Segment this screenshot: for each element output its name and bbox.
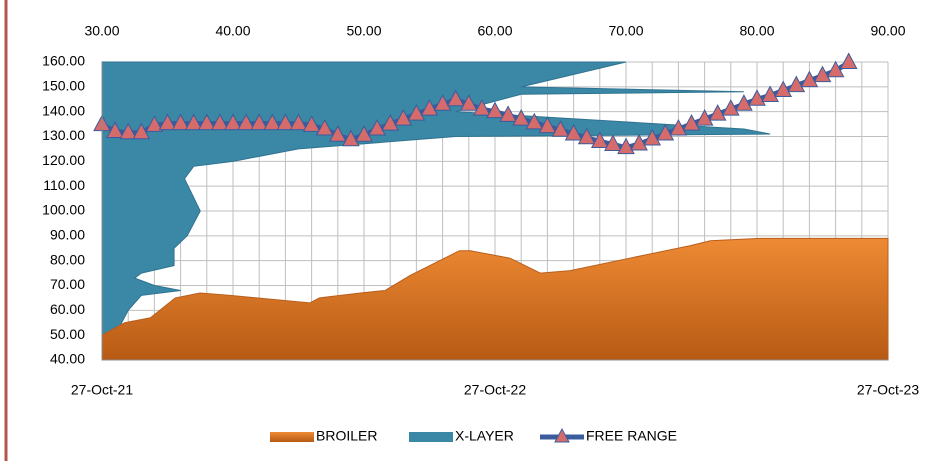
marker (289, 113, 308, 131)
x-tick-label: 50.00 (346, 23, 381, 39)
x-tick-label: 40.00 (215, 23, 250, 39)
marker (302, 115, 321, 132)
marker (224, 113, 242, 131)
y-tick-label: 120.00 (42, 152, 85, 168)
marker (276, 113, 295, 131)
marker (617, 137, 635, 155)
marker (368, 118, 386, 136)
axes: 40.00 50.00 60.00 70.00 80.00 90.00 100.00 110.… (42, 23, 919, 398)
y-tick-label: 160.00 (42, 53, 85, 69)
marker (839, 52, 858, 69)
marker (630, 133, 648, 151)
marker (735, 94, 753, 111)
marker (669, 118, 688, 136)
y-tick-label: 150.00 (42, 78, 85, 94)
legend-label: X-LAYER (455, 428, 514, 444)
marker (512, 109, 531, 126)
marker (499, 105, 517, 122)
x-tick-label: 90.00 (870, 23, 905, 39)
y-tick-label: 60.00 (50, 301, 85, 317)
marker (315, 118, 334, 136)
marker (643, 128, 662, 146)
x-tick-label: 60.00 (477, 23, 512, 39)
marker (263, 113, 282, 131)
marker (250, 113, 269, 131)
y-tick-label: 110.00 (43, 177, 85, 193)
legend: BROILER X-LAYER FREE RANGE (270, 428, 677, 444)
marker (132, 122, 151, 140)
marker (748, 89, 766, 106)
marker (342, 129, 360, 147)
marker (761, 85, 779, 103)
marker (525, 112, 544, 130)
marker (328, 125, 347, 142)
y-tick-label: 80.00 (50, 251, 85, 267)
marker (197, 113, 216, 131)
y-tick-label: 70.00 (50, 276, 85, 292)
marker (708, 104, 727, 121)
marker (800, 70, 819, 88)
marker (459, 94, 478, 111)
marker (486, 101, 504, 119)
y-tick-label: 50.00 (50, 326, 85, 342)
marker (158, 113, 177, 131)
y-tick-label: 140.00 (42, 102, 85, 118)
marker (813, 65, 832, 83)
marker (774, 80, 793, 98)
y-tick-label: 130.00 (42, 127, 85, 143)
marker (355, 125, 373, 142)
x2-tick-label: 27-Oct-23 (857, 382, 919, 398)
y-tick-label: 40.00 (50, 351, 85, 367)
marker (826, 60, 845, 78)
legend-swatch (270, 432, 314, 442)
marker (590, 131, 609, 148)
marker (237, 113, 255, 131)
marker (119, 122, 138, 140)
area (101, 237, 889, 361)
marker (145, 115, 164, 132)
marker (564, 123, 583, 141)
marker (446, 89, 465, 107)
legend-label: BROILER (316, 428, 377, 444)
marker (682, 114, 701, 131)
marker (420, 99, 439, 116)
marker (473, 99, 491, 116)
marker (407, 104, 426, 121)
marker (604, 134, 622, 151)
x-tick-label: 80.00 (739, 23, 774, 39)
marker (538, 116, 557, 134)
x-tick-label: 70.00 (608, 23, 643, 39)
plot (93, 52, 889, 361)
marker (106, 121, 124, 139)
marker (394, 109, 413, 126)
marker (577, 127, 596, 145)
marker (433, 94, 452, 111)
y-tick-label: 90.00 (50, 227, 85, 243)
y-tick-label: 100.00 (42, 202, 85, 218)
marker (381, 114, 400, 131)
marker (695, 109, 714, 126)
marker (184, 113, 203, 131)
marker (787, 75, 806, 93)
area (101, 61, 771, 359)
x2-tick-label: 27-Oct-22 (464, 382, 526, 398)
marker (721, 99, 740, 116)
marker (551, 120, 570, 137)
marker (656, 123, 675, 141)
legend-label: FREE RANGE (586, 428, 677, 444)
marker (211, 113, 229, 131)
marker (171, 113, 190, 131)
x2-tick-label: 27-Oct-21 (71, 382, 133, 398)
x-tick-label: 30.00 (84, 23, 119, 39)
legend-swatch (409, 432, 453, 442)
legend-marker (554, 427, 570, 443)
